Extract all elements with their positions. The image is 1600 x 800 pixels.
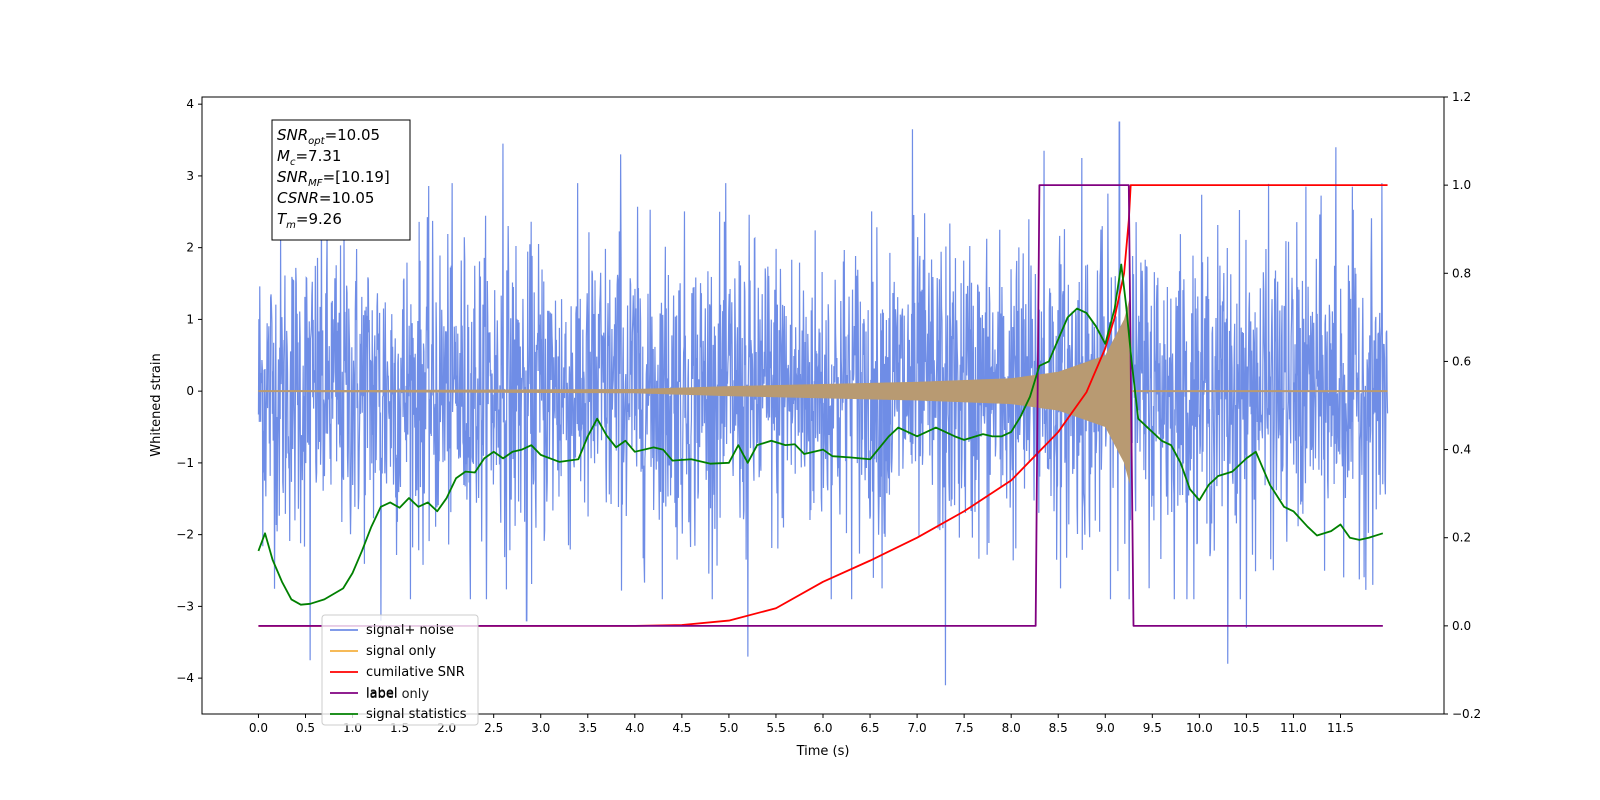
plot-area	[257, 121, 1389, 686]
annotation-subscript: opt	[308, 136, 325, 147]
annotation-value: =9.26	[296, 210, 342, 228]
annotation-symbol: T	[277, 210, 288, 228]
y-right-tick-label: 0.8	[1452, 266, 1471, 280]
x-tick-label: 0.0	[249, 721, 268, 735]
x-tick-label: 2.5	[484, 721, 503, 735]
annotation-symbol: M	[277, 147, 290, 165]
annotation-value: =[10.19]	[323, 168, 390, 186]
annotation-subscript: m	[286, 220, 296, 231]
y-left-tick-label: 0	[186, 384, 194, 398]
y-left-tick-label: −2	[176, 528, 194, 542]
y-right-tick-label: 0.2	[1452, 531, 1471, 545]
x-tick-label: 5.0	[719, 721, 738, 735]
y-axis-label: Whitened strain	[149, 353, 164, 456]
x-tick-label: 10.0	[1186, 721, 1213, 735]
x-tick-label: 4.5	[672, 721, 691, 735]
x-tick-label: 10.5	[1233, 721, 1260, 735]
x-tick-label: 7.5	[955, 721, 974, 735]
legend-label: signal+ noise	[366, 623, 454, 638]
legend-label: signal statistics	[366, 707, 467, 722]
y-left-tick-label: 3	[186, 169, 194, 183]
x-tick-label: 5.5	[766, 721, 785, 735]
legend-label: cumilative SNR	[366, 665, 465, 680]
annotation-symbol: CSNR	[277, 189, 319, 207]
annotation-value: =7.31	[295, 147, 341, 165]
x-tick-label: 11.5	[1327, 721, 1354, 735]
annotation-line: SNRMF=[10.19]	[277, 168, 390, 189]
x-tick-label: 0.5	[296, 721, 315, 735]
annotation-frame	[271, 119, 411, 241]
x-tick-label: 4.0	[625, 721, 644, 735]
y-left-tick-label: −1	[176, 456, 194, 470]
annotation-value: =10.05	[319, 189, 375, 207]
x-tick-label: 9.5	[1143, 721, 1162, 735]
y-right-tick-label: 1.2	[1452, 90, 1471, 104]
y-left-tick-label: 2	[186, 241, 194, 255]
x-axis-label: Time (s)	[796, 744, 850, 759]
legend: signal+ noise signal only cumilative SNR la…	[321, 614, 479, 726]
y-axis-left: −4 −3 −2 −1 0 1 2 3 4	[176, 97, 202, 685]
series-signal-statistics-line	[257, 263, 1384, 606]
annotation-line: CSNR=10.05	[277, 189, 374, 207]
annotation-line: SNRopt=10.05	[277, 126, 380, 147]
series-label-line	[258, 184, 1383, 627]
annotation-value: =10.05	[325, 126, 381, 144]
series-cumulative-snr-line	[258, 184, 1388, 627]
annotation-line: Tm=9.26	[277, 210, 342, 231]
annotation-subscript: c	[290, 157, 296, 168]
y-left-tick-label: 4	[186, 97, 194, 111]
annotation-box: SNRopt=10.05Mc=7.31SNRMF=[10.19]CSNR=10.…	[271, 119, 411, 241]
y-right-tick-label: 0.6	[1452, 354, 1471, 368]
y-right-tick-label: 0.4	[1452, 443, 1471, 457]
annotation-subscript: MF	[308, 178, 323, 189]
y-left-tick-label: −4	[176, 671, 194, 685]
legend-label-ghost: label only	[366, 687, 429, 702]
legend-frame	[321, 614, 479, 726]
y-axis-right: −0.2 0.0 0.2 0.4 0.6 0.8 1.0 1.2	[1444, 90, 1481, 721]
y-left-tick-label: −3	[176, 599, 194, 613]
x-tick-label: 8.0	[1002, 721, 1021, 735]
x-tick-label: 3.5	[578, 721, 597, 735]
y-right-tick-label: 1.0	[1452, 178, 1471, 192]
series-signal-noise-line	[257, 121, 1389, 686]
y-right-tick-label: −0.2	[1452, 707, 1481, 721]
x-tick-label: 9.0	[1096, 721, 1115, 735]
x-tick-label: 7.0	[908, 721, 927, 735]
legend-label: label	[366, 686, 397, 701]
annotation-line: Mc=7.31	[277, 147, 341, 168]
x-tick-label: 8.5	[1049, 721, 1068, 735]
legend-label: signal only	[366, 644, 436, 659]
x-tick-label: 11.0	[1280, 721, 1307, 735]
annotation-symbol: SNR	[277, 168, 308, 186]
y-left-tick-label: 1	[186, 312, 194, 326]
x-tick-label: 6.0	[813, 721, 832, 735]
x-tick-label: 3.0	[531, 721, 550, 735]
annotation-symbol: SNR	[277, 126, 308, 144]
y-right-tick-label: 0.0	[1452, 619, 1471, 633]
x-tick-label: 6.5	[860, 721, 879, 735]
